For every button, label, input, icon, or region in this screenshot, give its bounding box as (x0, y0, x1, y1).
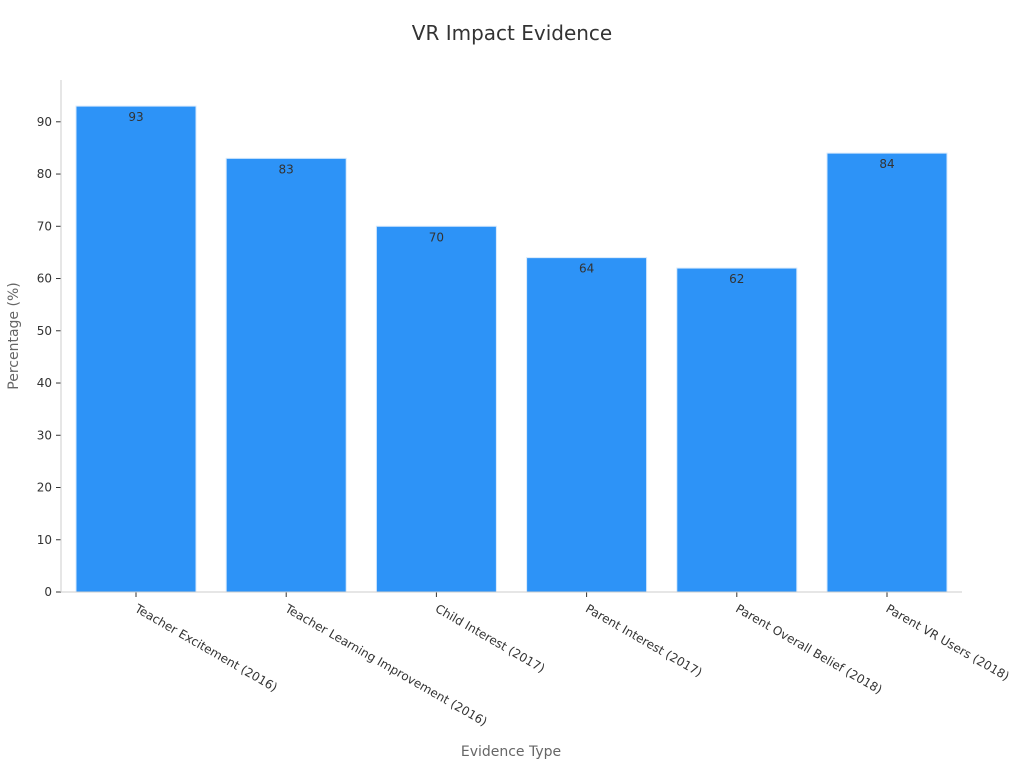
data-label: 64 (579, 262, 594, 276)
y-ticks-layer: 0 10 20 30 40 50 60 70 80 90 (37, 115, 61, 599)
y-tick-label: 0 (44, 585, 52, 599)
y-tick-label: 80 (37, 167, 52, 181)
data-label: 70 (429, 230, 444, 244)
bar (375, 225, 497, 593)
y-tick-label: 90 (37, 115, 52, 129)
x-category-label: Parent VR Users (2018) (884, 601, 1012, 683)
y-tick-label: 60 (37, 272, 52, 286)
x-category-label: Teacher Excitement (2016) (132, 601, 280, 695)
y-tick-label: 40 (37, 376, 52, 390)
y-axis-label: Percentage (%) (6, 282, 22, 389)
y-tick-label: 50 (37, 324, 52, 338)
x-category-label: Parent Interest (2017) (583, 601, 704, 679)
x-ticks-layer: Teacher Excitement (2016) Teacher Learnin… (132, 592, 1012, 729)
bar (225, 157, 347, 593)
data-label: 62 (729, 272, 744, 286)
chart-title: VR Impact Evidence (412, 21, 612, 45)
x-axis-label: Evidence Type (461, 744, 561, 760)
y-tick-label: 30 (37, 428, 52, 442)
data-label: 84 (879, 157, 894, 171)
data-label: 93 (128, 110, 143, 124)
bars-layer: 93 83 70 64 62 84 (75, 105, 948, 593)
bar (526, 257, 648, 593)
y-tick-label: 10 (37, 533, 52, 547)
y-tick-label: 20 (37, 481, 52, 495)
bar (826, 152, 948, 593)
bar (75, 105, 197, 593)
x-category-label: Child Interest (2017) (433, 601, 547, 675)
bar (676, 267, 798, 593)
data-label: 83 (279, 162, 294, 176)
y-tick-label: 70 (37, 219, 52, 233)
x-category-label: Parent Overall Belief (2018) (733, 601, 884, 696)
